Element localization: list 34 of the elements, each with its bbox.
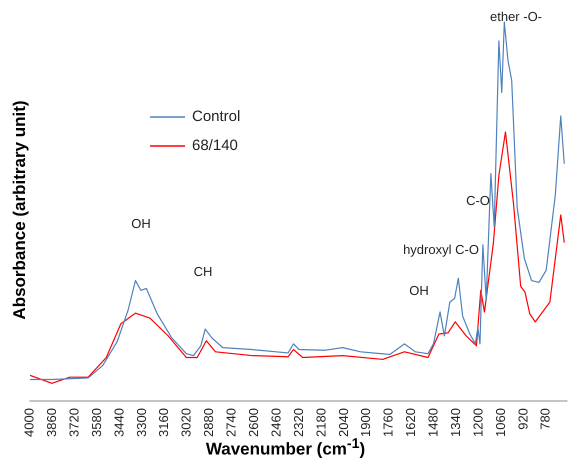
x-tick-label: 3720 bbox=[66, 408, 82, 437]
y-axis-title: Absorbance (arbitrary unit) bbox=[10, 99, 30, 322]
x-tick-label: 3580 bbox=[88, 408, 104, 437]
x-tick-label: 2600 bbox=[246, 408, 261, 437]
annotation: OH bbox=[409, 283, 429, 298]
annotation: OH bbox=[131, 216, 151, 232]
x-tick-label: 3300 bbox=[134, 408, 149, 437]
x-tick-label: 1060 bbox=[492, 408, 508, 437]
x-tick-label: 1200 bbox=[470, 408, 486, 437]
x-tick-label: 2740 bbox=[224, 408, 239, 437]
x-tick-label: 4000 bbox=[22, 408, 37, 437]
x-tick-label: 3020 bbox=[178, 408, 194, 437]
legend-label: Control bbox=[192, 108, 240, 126]
x-tick-label: 2460 bbox=[268, 408, 284, 437]
x-tick-label: 2040 bbox=[336, 408, 351, 437]
x-tick-label: 1760 bbox=[380, 408, 396, 437]
annotation: ether -O- bbox=[490, 9, 542, 24]
x-tick-label: 2180 bbox=[313, 408, 328, 437]
x-tick-label: 1480 bbox=[426, 408, 441, 437]
annotation: hydroxyl C-O bbox=[403, 242, 479, 258]
x-tick-label: 1620 bbox=[403, 408, 418, 437]
x-tick-label: 920 bbox=[515, 408, 530, 430]
x-tick-label: 3860 bbox=[44, 408, 60, 437]
x-tick-label: 780 bbox=[538, 408, 553, 430]
x-tick-label: 3440 bbox=[111, 408, 126, 437]
legend-label: 68/140 bbox=[192, 137, 238, 154]
x-tick-label: 2320 bbox=[290, 408, 306, 437]
x-tick-label: 1900 bbox=[358, 408, 374, 437]
x-tick-label: 2880 bbox=[201, 408, 216, 437]
x-tick-label: 1340 bbox=[448, 408, 463, 437]
x-tick-label: 3160 bbox=[156, 408, 172, 437]
x-axis-title: Wavenumber (cm$^{-1}$) bbox=[206, 436, 366, 460]
annotation: C-O bbox=[466, 193, 490, 208]
annotation: CH bbox=[194, 264, 212, 280]
